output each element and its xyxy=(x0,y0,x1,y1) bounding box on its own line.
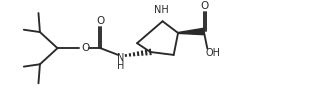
Text: O: O xyxy=(201,1,209,11)
Text: H: H xyxy=(117,61,125,71)
Text: NH: NH xyxy=(154,5,169,15)
Polygon shape xyxy=(178,28,204,35)
Text: O: O xyxy=(81,43,89,53)
Text: N: N xyxy=(117,53,125,63)
Text: O: O xyxy=(96,16,105,26)
Text: OH: OH xyxy=(205,48,220,58)
